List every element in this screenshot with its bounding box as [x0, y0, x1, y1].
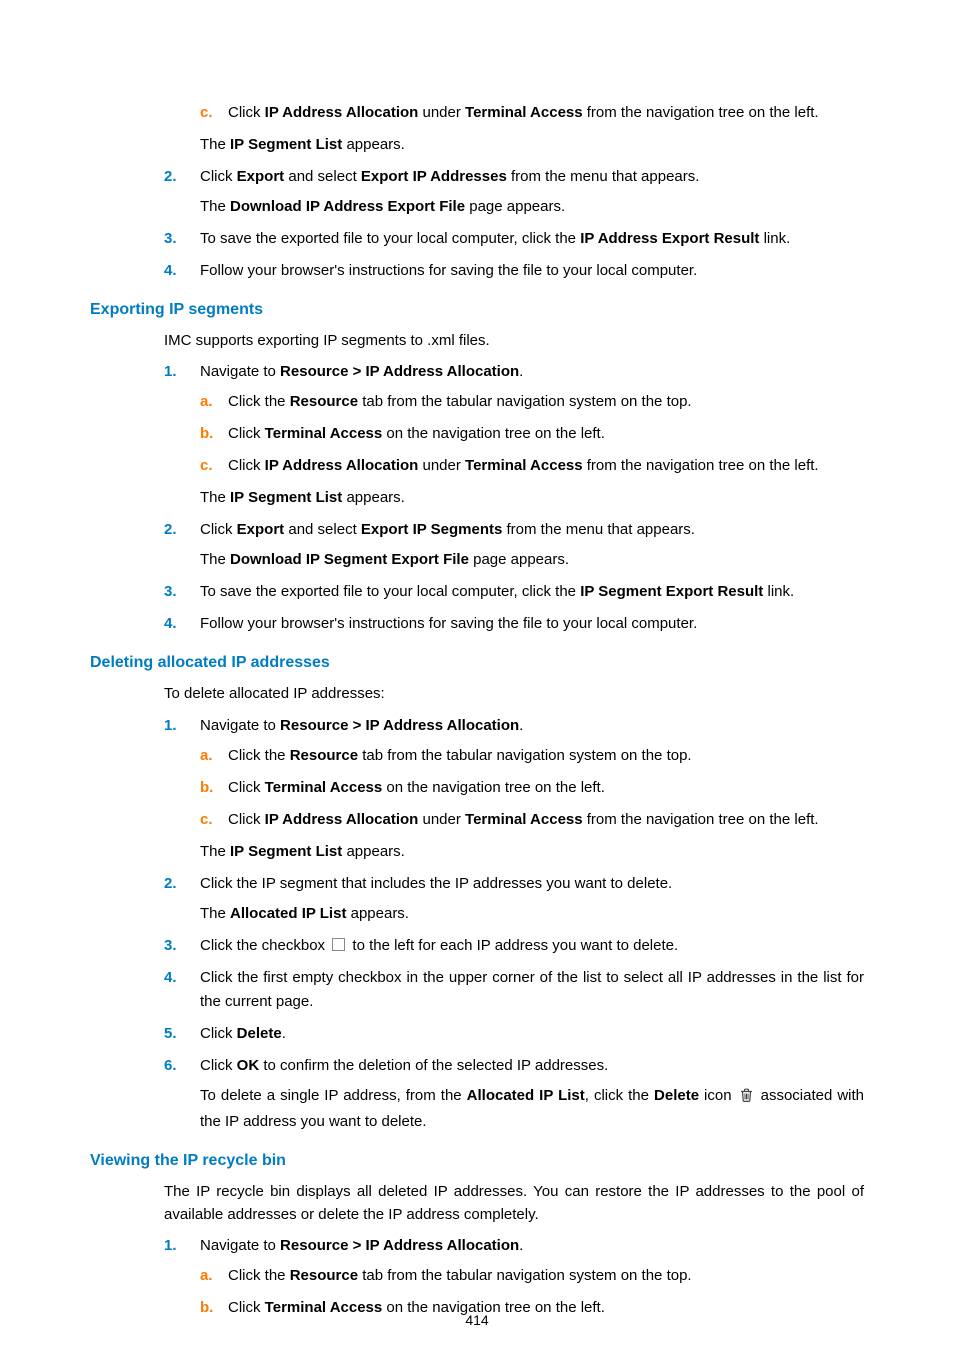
list-item-after: To delete a single IP address, from the … — [200, 1084, 864, 1134]
sub-list-item-text: Click Terminal Access on the navigation … — [228, 779, 605, 796]
sub-list-marker: c. — [200, 808, 213, 832]
list-item-after: The IP Segment List appears. — [200, 840, 864, 864]
checkbox-icon — [332, 938, 345, 951]
sub-list-item-text: Click the Resource tab from the tabular … — [228, 1267, 692, 1284]
list-marker: 2. — [164, 518, 177, 542]
list-item-text: Click the checkbox to the left for each … — [200, 937, 678, 954]
list-marker: 5. — [164, 1022, 177, 1046]
list-item: 2. Click Export and select Export IP Segm… — [90, 518, 864, 572]
sub-list-marker: b. — [200, 422, 213, 446]
delete-icon — [740, 1086, 753, 1110]
list-item: 1. Navigate to Resource > IP Address Allo… — [90, 714, 864, 864]
paragraph: To delete allocated IP addresses: — [164, 682, 864, 705]
list-item-text: Click OK to confirm the deletion of the … — [200, 1057, 608, 1074]
list-item: 1. Navigate to Resource > IP Address Allo… — [90, 360, 864, 510]
sub-list-item: c. Click IP Address Allocation under Term… — [200, 454, 864, 478]
list-item-text: To save the exported file to your local … — [200, 583, 794, 600]
list-item: 3. To save the exported file to your loca… — [90, 580, 864, 604]
sub-list-marker: a. — [200, 390, 213, 414]
section-heading: Deleting allocated IP addresses — [90, 654, 864, 672]
sub-list-item: c. Click IP Address Allocation under Term… — [200, 101, 864, 125]
list-item-text: Click Export and select Export IP Addres… — [200, 168, 699, 185]
list-marker: 4. — [164, 966, 177, 990]
sub-list-item-text: Click IP Address Allocation under Termin… — [228, 104, 819, 121]
ordered-list: c. Click IP Address Allocation under Term… — [90, 101, 864, 283]
sub-list-item-text: Click the Resource tab from the tabular … — [228, 747, 692, 764]
list-marker: 1. — [164, 714, 177, 738]
list-item-text: Follow your browser's instructions for s… — [200, 615, 697, 632]
list-item-text: Click the first empty checkbox in the up… — [200, 969, 864, 1010]
sub-list: c. Click IP Address Allocation under Term… — [200, 101, 864, 125]
list-marker: 3. — [164, 934, 177, 958]
list-item-text: Navigate to Resource > IP Address Alloca… — [200, 363, 523, 380]
sub-list-marker: c. — [200, 454, 213, 478]
page-number: 414 — [0, 1312, 954, 1328]
page-container: c. Click IP Address Allocation under Term… — [0, 0, 954, 1368]
sub-list-item: c. Click IP Address Allocation under Term… — [200, 808, 864, 832]
list-item-after: The Download IP Segment Export File page… — [200, 548, 864, 572]
ordered-list: 1. Navigate to Resource > IP Address Allo… — [90, 714, 864, 1134]
list-marker: 6. — [164, 1054, 177, 1078]
list-item-after: The IP Segment List appears. — [200, 133, 864, 157]
list-marker: 2. — [164, 165, 177, 189]
list-item: 5. Click Delete. — [90, 1022, 864, 1046]
sub-list-marker: a. — [200, 1264, 213, 1288]
list-item-after: The IP Segment List appears. — [200, 486, 864, 510]
list-item-text: Click the IP segment that includes the I… — [200, 875, 672, 892]
sub-list-item-text: Click IP Address Allocation under Termin… — [228, 811, 819, 828]
list-marker: 3. — [164, 227, 177, 251]
sub-list-item-text: Click the Resource tab from the tabular … — [228, 393, 692, 410]
section-heading: Viewing the IP recycle bin — [90, 1152, 864, 1170]
sub-list-item: a. Click the Resource tab from the tabula… — [200, 744, 864, 768]
list-item-text: To save the exported file to your local … — [200, 230, 790, 247]
list-item-after: The Allocated IP List appears. — [200, 902, 864, 926]
list-item-text: Navigate to Resource > IP Address Alloca… — [200, 1237, 523, 1254]
list-item: 2. Click the IP segment that includes the… — [90, 872, 864, 926]
sub-list: a. Click the Resource tab from the tabula… — [200, 744, 864, 832]
list-item-after: The Download IP Address Export File page… — [200, 195, 864, 219]
list-item-text: Navigate to Resource > IP Address Alloca… — [200, 717, 523, 734]
list-item: 4. Click the first empty checkbox in the … — [90, 966, 864, 1014]
sub-list-item: a. Click the Resource tab from the tabula… — [200, 390, 864, 414]
list-item: 3. Click the checkbox to the left for eac… — [90, 934, 864, 958]
list-item: 6. Click OK to confirm the deletion of th… — [90, 1054, 864, 1134]
list-marker: 2. — [164, 872, 177, 896]
sub-list: a. Click the Resource tab from the tabula… — [200, 390, 864, 478]
list-item: 4. Follow your browser's instructions for… — [90, 612, 864, 636]
list-item-text: Follow your browser's instructions for s… — [200, 262, 697, 279]
paragraph: The IP recycle bin displays all deleted … — [164, 1180, 864, 1227]
list-item-text: Click Export and select Export IP Segmen… — [200, 521, 695, 538]
list-marker: 3. — [164, 580, 177, 604]
page-content: c. Click IP Address Allocation under Term… — [90, 101, 864, 1320]
list-item-text: Click Delete. — [200, 1025, 286, 1042]
list-item: 2. Click Export and select Export IP Addr… — [90, 165, 864, 219]
section-heading: Exporting IP segments — [90, 301, 864, 319]
list-item: 1. Navigate to Resource > IP Address Allo… — [90, 1234, 864, 1320]
ordered-list: 1. Navigate to Resource > IP Address Allo… — [90, 360, 864, 636]
sub-list-item: b. Click Terminal Access on the navigatio… — [200, 422, 864, 446]
sub-list-marker: a. — [200, 744, 213, 768]
list-marker: 1. — [164, 360, 177, 384]
sub-list-item: a. Click the Resource tab from the tabula… — [200, 1264, 864, 1288]
sub-list-item-text: Click Terminal Access on the navigation … — [228, 425, 605, 442]
list-item: 4. Follow your browser's instructions for… — [90, 259, 864, 283]
sub-list-item: b. Click Terminal Access on the navigatio… — [200, 776, 864, 800]
sub-list-marker: c. — [200, 101, 213, 125]
list-marker: 4. — [164, 259, 177, 283]
list-marker: 4. — [164, 612, 177, 636]
paragraph: IMC supports exporting IP segments to .x… — [164, 329, 864, 352]
list-marker: 1. — [164, 1234, 177, 1258]
sub-list-item-text: Click IP Address Allocation under Termin… — [228, 457, 819, 474]
list-item: 3. To save the exported file to your loca… — [90, 227, 864, 251]
list-item: c. Click IP Address Allocation under Term… — [90, 101, 864, 157]
ordered-list: 1. Navigate to Resource > IP Address Allo… — [90, 1234, 864, 1320]
sub-list-marker: b. — [200, 776, 213, 800]
